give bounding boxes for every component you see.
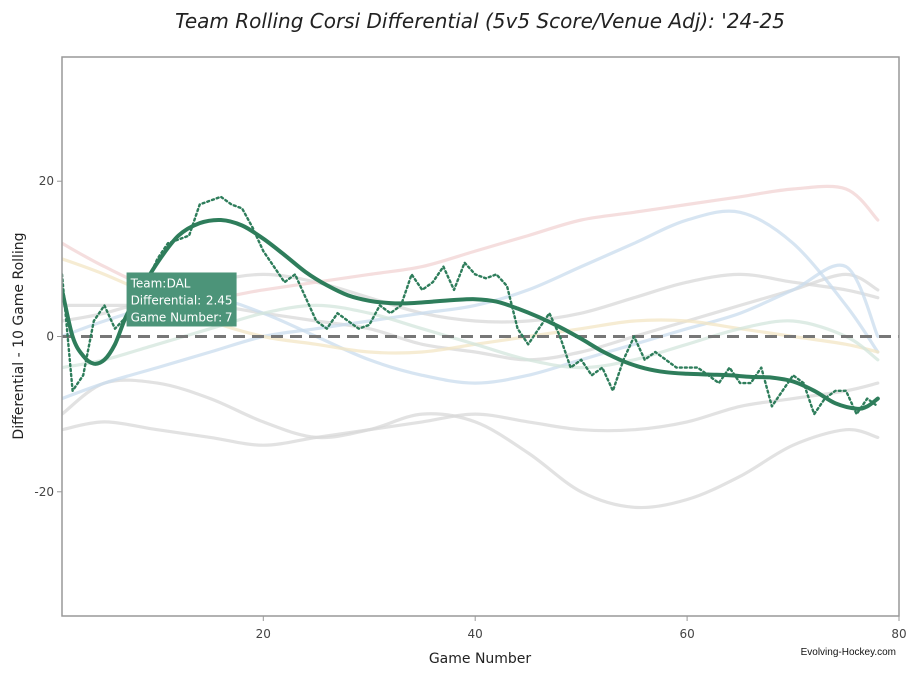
other-team-line-6 — [62, 209, 880, 401]
other-team-line-3 — [62, 381, 880, 447]
other-teams-layer — [62, 184, 880, 510]
y-tick-label: -20 — [34, 485, 54, 499]
hover-tooltip: Team: DAL Differential: 2.45 Game Number… — [126, 272, 237, 327]
tooltip-differential-value: 2.45 — [206, 293, 233, 307]
tooltip-team-label: Team: — [130, 276, 167, 290]
chart-title: Team Rolling Corsi Differential (5v5 Sco… — [175, 9, 785, 33]
other-team-line-2 — [62, 378, 880, 510]
other-team-line-10 — [62, 303, 880, 370]
y-axis-label: Differential - 10 Game Rolling — [11, 232, 27, 439]
credit-label: Evolving-Hockey.com — [801, 647, 896, 658]
x-tick-label: 60 — [679, 627, 694, 641]
axis-ticks: 20 40 60 80 -20 0 20 — [34, 174, 906, 641]
tooltip-box — [126, 272, 237, 327]
y-tick-label: 0 — [46, 330, 54, 344]
tooltip-game-value: 7 — [225, 310, 233, 324]
x-tick-label: 20 — [256, 627, 271, 641]
tooltip-team-value: DAL — [167, 276, 191, 290]
tooltip-game-label: Game Number: — [131, 310, 223, 324]
x-tick-label: 40 — [468, 627, 483, 641]
tooltip-differential-label: Differential: — [131, 293, 202, 307]
y-tick-label: 20 — [39, 174, 54, 188]
x-axis-label: Game Number — [429, 651, 532, 667]
team-rolling-line — [62, 195, 879, 416]
x-tick-label: 80 — [891, 627, 906, 641]
